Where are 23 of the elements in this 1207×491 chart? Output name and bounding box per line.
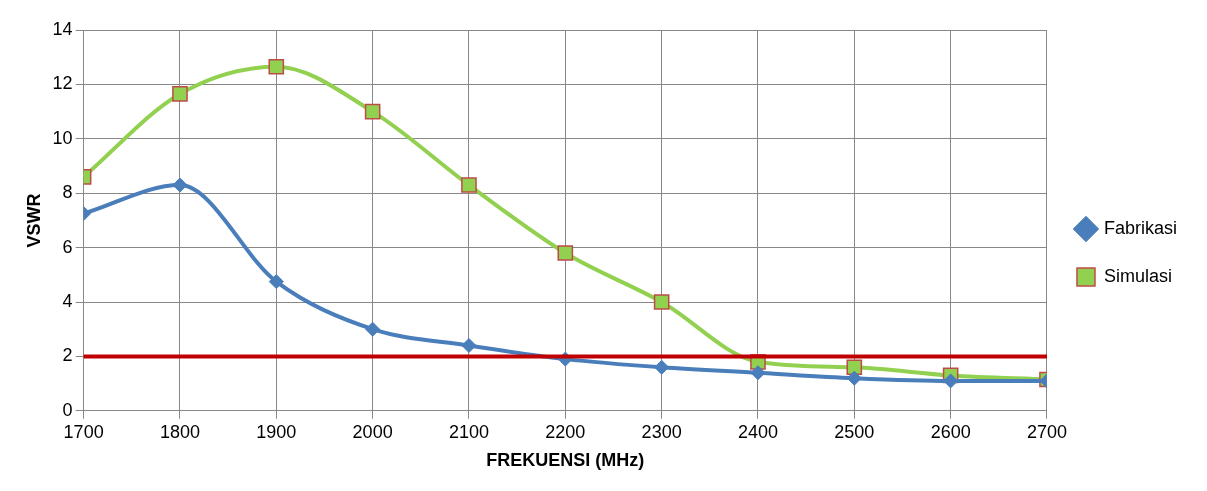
y-tick-label: 6: [62, 236, 73, 257]
y-tick-label: 14: [52, 18, 73, 39]
legend-label: Simulasi: [1103, 265, 1173, 286]
x-tick-label: 2600: [930, 421, 971, 442]
x-tick-label: 1700: [63, 421, 104, 442]
y-tick-label: 12: [52, 73, 73, 94]
y-tick-label: 0: [62, 399, 73, 420]
y-tick-label: 8: [62, 182, 73, 203]
x-tick-label: 2000: [352, 421, 393, 442]
x-tick-label: 1900: [256, 421, 297, 442]
x-tick-label: 1800: [159, 421, 200, 442]
x-tick-label: 2700: [1026, 421, 1067, 442]
legend-label: Fabrikasi: [1103, 217, 1178, 238]
y-axis-title: VSWR: [23, 193, 44, 248]
y-tick-label: 4: [62, 290, 73, 311]
x-tick-label: 2300: [641, 421, 682, 442]
x-tick-label: 2500: [834, 421, 875, 442]
y-tick-label: 10: [52, 127, 73, 148]
x-tick-label: 2200: [545, 421, 586, 442]
y-tick-label: 2: [62, 345, 73, 366]
x-tick-label: 2100: [448, 421, 489, 442]
x-tick-label: 2400: [737, 421, 778, 442]
x-axis-title: FREKUENSI (MHz): [486, 450, 645, 471]
